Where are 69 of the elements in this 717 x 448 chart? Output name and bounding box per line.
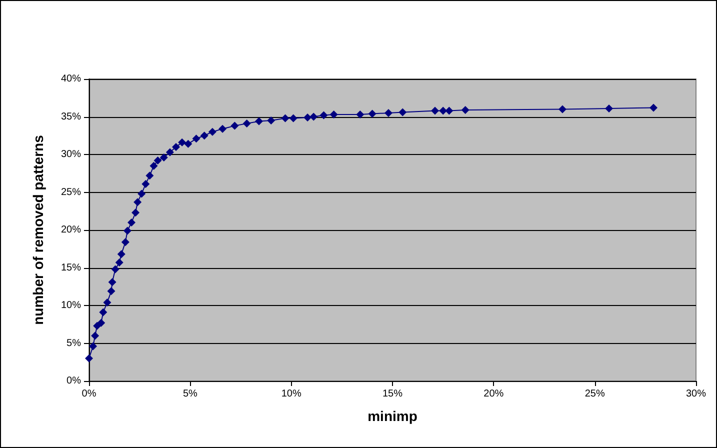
point bbox=[254, 117, 263, 126]
y-axis-title: number of removed patterns bbox=[30, 134, 46, 325]
point bbox=[178, 138, 186, 146]
x-axis-title: minimp bbox=[368, 408, 418, 424]
point bbox=[281, 114, 290, 122]
point bbox=[558, 105, 566, 114]
point bbox=[430, 106, 439, 115]
point bbox=[384, 108, 392, 117]
point bbox=[103, 298, 112, 306]
x-tick-label: 20% bbox=[484, 388, 504, 400]
x-tick-label: 5% bbox=[182, 388, 198, 400]
x-tick-label: 0% bbox=[82, 388, 96, 400]
y-tick-label: 35% bbox=[60, 111, 82, 122]
point bbox=[604, 104, 613, 112]
point bbox=[368, 110, 376, 118]
point bbox=[99, 308, 108, 316]
point bbox=[200, 132, 208, 140]
x-tick-label: 15% bbox=[382, 388, 403, 400]
point bbox=[121, 238, 130, 246]
point bbox=[160, 154, 168, 162]
point bbox=[461, 106, 470, 114]
point bbox=[89, 342, 98, 350]
y-tick-label: 40% bbox=[60, 74, 82, 84]
point bbox=[356, 110, 364, 118]
y-tick-label: 30% bbox=[60, 149, 82, 160]
y-tick-label: 15% bbox=[60, 262, 82, 274]
point bbox=[146, 172, 154, 180]
point bbox=[123, 226, 132, 235]
point bbox=[192, 134, 200, 143]
point bbox=[320, 111, 328, 120]
y-tick-label: 20% bbox=[60, 224, 82, 236]
point bbox=[439, 106, 448, 115]
y-tick-label: 5% bbox=[66, 338, 82, 349]
point bbox=[132, 208, 140, 217]
point bbox=[304, 114, 312, 122]
y-tick-label: 0% bbox=[66, 376, 82, 386]
point bbox=[117, 250, 126, 258]
x-tick-label: 25% bbox=[584, 388, 605, 400]
point bbox=[289, 114, 298, 122]
point bbox=[111, 265, 120, 274]
point bbox=[142, 180, 150, 188]
point bbox=[97, 318, 106, 327]
point bbox=[330, 110, 338, 118]
point bbox=[310, 112, 318, 121]
point bbox=[107, 287, 116, 296]
point bbox=[166, 148, 174, 156]
point bbox=[398, 108, 407, 116]
y-tick-label: 25% bbox=[60, 186, 82, 198]
point bbox=[150, 162, 158, 170]
point bbox=[267, 116, 276, 125]
point bbox=[445, 106, 454, 115]
point bbox=[218, 124, 227, 133]
point bbox=[184, 140, 192, 148]
x-tick-label: 10% bbox=[281, 388, 302, 400]
point bbox=[230, 122, 239, 130]
point bbox=[134, 198, 142, 206]
x-tick-label: 30% bbox=[686, 388, 706, 400]
point bbox=[127, 218, 136, 226]
point bbox=[172, 142, 180, 151]
point bbox=[108, 278, 116, 286]
point bbox=[242, 120, 251, 128]
point bbox=[650, 104, 658, 112]
point bbox=[138, 190, 146, 198]
point bbox=[91, 332, 100, 340]
point bbox=[208, 128, 216, 136]
y-tick-label: 10% bbox=[60, 300, 82, 311]
point bbox=[115, 258, 124, 266]
point bbox=[154, 156, 162, 165]
point bbox=[85, 354, 93, 362]
